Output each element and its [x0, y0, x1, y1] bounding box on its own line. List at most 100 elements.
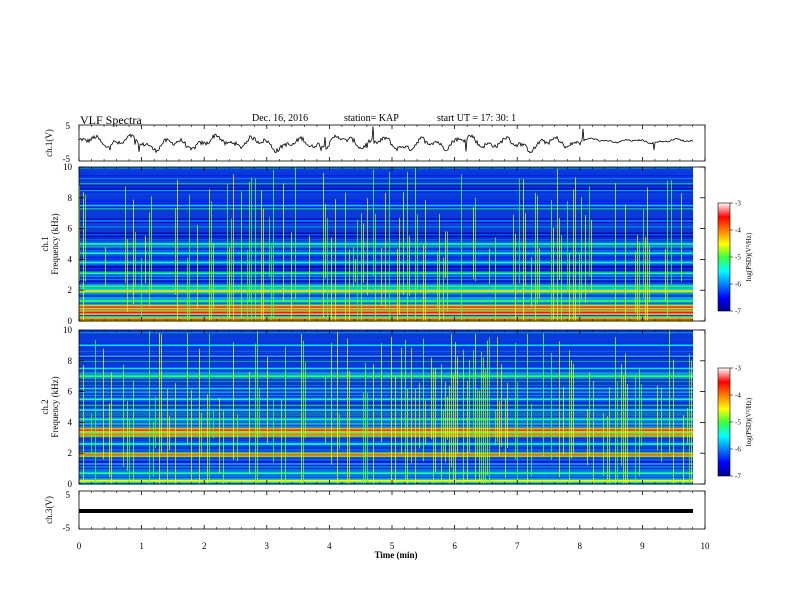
x-tick-label: 7 [515, 541, 520, 551]
spectrogram-burst [551, 352, 552, 461]
spectrogram-burst [437, 251, 438, 311]
ch2-spectrogram-ylabel-line1: ch.2 [40, 399, 50, 414]
spectrogram-burst [609, 387, 610, 484]
spectrogram-texture-line [79, 372, 693, 374]
colorbar-tick-label: -5 [735, 419, 741, 427]
spectrogram-burst [661, 387, 662, 463]
spectrogram-burst [237, 414, 238, 462]
spectrogram-burst [199, 348, 200, 484]
ch3-ytick-bottom: -5 [63, 523, 71, 533]
spectrogram-burst [567, 200, 568, 293]
spectrogram-burst [403, 192, 404, 295]
ch2-freq-ticks: 0 2 4 6 8 10 [63, 325, 705, 489]
spectrogram-burst [309, 235, 310, 321]
spectrogram-burst [153, 421, 154, 477]
colorbar-tick-label: -7 [735, 473, 741, 481]
spectrogram-band-core [79, 409, 693, 411]
spectrogram-band-core [79, 311, 693, 314]
spectrogram-band-core [79, 344, 693, 347]
spectrogram-burst [373, 169, 374, 277]
spectrogram-texture-line [79, 351, 693, 352]
ch1-ytick-top: 5 [66, 121, 71, 131]
spectrogram-burst [401, 347, 402, 455]
spectrogram-burst [213, 409, 214, 439]
spectrogram-burst [623, 375, 624, 484]
spectrogram-burst [447, 231, 448, 312]
spectrogram-burst [553, 227, 554, 321]
ch1-ytick-bottom: -5 [63, 154, 71, 164]
spectrogram-burst [375, 213, 376, 321]
spectrogram-burst [617, 381, 618, 481]
spectrogram-band-core [79, 480, 693, 482]
spectrogram-burst [223, 409, 224, 484]
spectrogram-burst [505, 398, 506, 478]
spectrogram-burst [525, 212, 526, 287]
spectrogram-burst [145, 235, 146, 284]
spectrogram-burst [327, 217, 328, 321]
spectrogram-texture-line [79, 424, 693, 425]
spectrogram-burst [263, 208, 264, 321]
x-tick-label: 3 [265, 541, 270, 551]
spectrogram-burst [475, 334, 476, 482]
spectrogram-burst [641, 383, 642, 447]
freq-tick-label: 0 [68, 479, 73, 489]
spectrogram-burst [177, 179, 178, 321]
spectrogram-burst [689, 353, 690, 482]
spectrogram-burst [367, 198, 368, 296]
spectrogram-burst [527, 333, 528, 484]
freq-tick-label: 2 [68, 285, 73, 295]
spectrogram-burst [385, 193, 386, 309]
spectrogram-burst [671, 179, 672, 285]
spectrogram-burst [431, 357, 432, 440]
spectrogram-burst [451, 333, 452, 468]
spectrogram-burst [241, 191, 242, 321]
spectrogram-burst [255, 178, 256, 321]
colorbar-tick-label: -3 [735, 200, 741, 208]
freq-tick-label: 2 [68, 448, 73, 458]
spectrogram-burst [151, 196, 152, 294]
spectrogram-burst [349, 370, 350, 484]
spectrogram-band-core [79, 367, 693, 370]
spectrogram-burst [455, 342, 456, 484]
spectrogram-burst [657, 385, 658, 451]
time-axis-label: Time (min) [374, 550, 417, 560]
spectrogram-burst [381, 343, 382, 443]
spectrogram-burst [489, 248, 490, 284]
ch2-spectrogram-ylabel-line2: Frequency (kHz) [50, 376, 60, 437]
spectrogram-burst [481, 351, 482, 484]
spectrogram-burst [469, 359, 470, 453]
spectrogram-burst [129, 419, 130, 484]
spectrogram-burst [105, 247, 106, 286]
time-axis: 0 1 2 3 4 5 6 7 8 9 10 [77, 125, 710, 551]
spectrogram-burst [357, 219, 358, 321]
spectrogram-burst [159, 333, 160, 484]
spectrogram-texture-line [79, 402, 693, 404]
spectrogram-burst [571, 360, 572, 459]
spectrogram-burst [389, 171, 390, 321]
colorbar-tick-label: -4 [735, 392, 741, 400]
spectrogram-burst [473, 207, 474, 279]
spectrogram-burst [581, 197, 582, 301]
spectrogram-burst [167, 389, 168, 484]
spectrogram-burst [405, 339, 406, 482]
x-tick-label: 1 [139, 541, 144, 551]
spectrogram-texture-line [79, 423, 693, 424]
spectrogram-burst [365, 362, 366, 484]
spectrogram-burst [339, 413, 340, 449]
freq-tick-label: 8 [68, 193, 73, 203]
spectrogram-burst [463, 349, 464, 484]
x-tick-label: 5 [390, 541, 395, 551]
spectrogram-burst [409, 235, 410, 296]
spectrogram-burst [439, 213, 440, 321]
freq-tick-label: 6 [68, 224, 73, 234]
x-tick-label: 9 [640, 541, 645, 551]
spectrogram-burst [501, 364, 502, 447]
spectrogram-burst [449, 385, 450, 484]
colorbar-scale [717, 367, 731, 477]
spectrogram-burst [649, 245, 650, 303]
spectrogram-burst [419, 382, 420, 449]
spectrogram-burst [175, 383, 176, 484]
spectrogram-burst [331, 237, 332, 321]
colorbar-label: log(PSD)(V²/Hz) [745, 232, 753, 281]
colorbar-tick-label: -6 [735, 446, 741, 454]
